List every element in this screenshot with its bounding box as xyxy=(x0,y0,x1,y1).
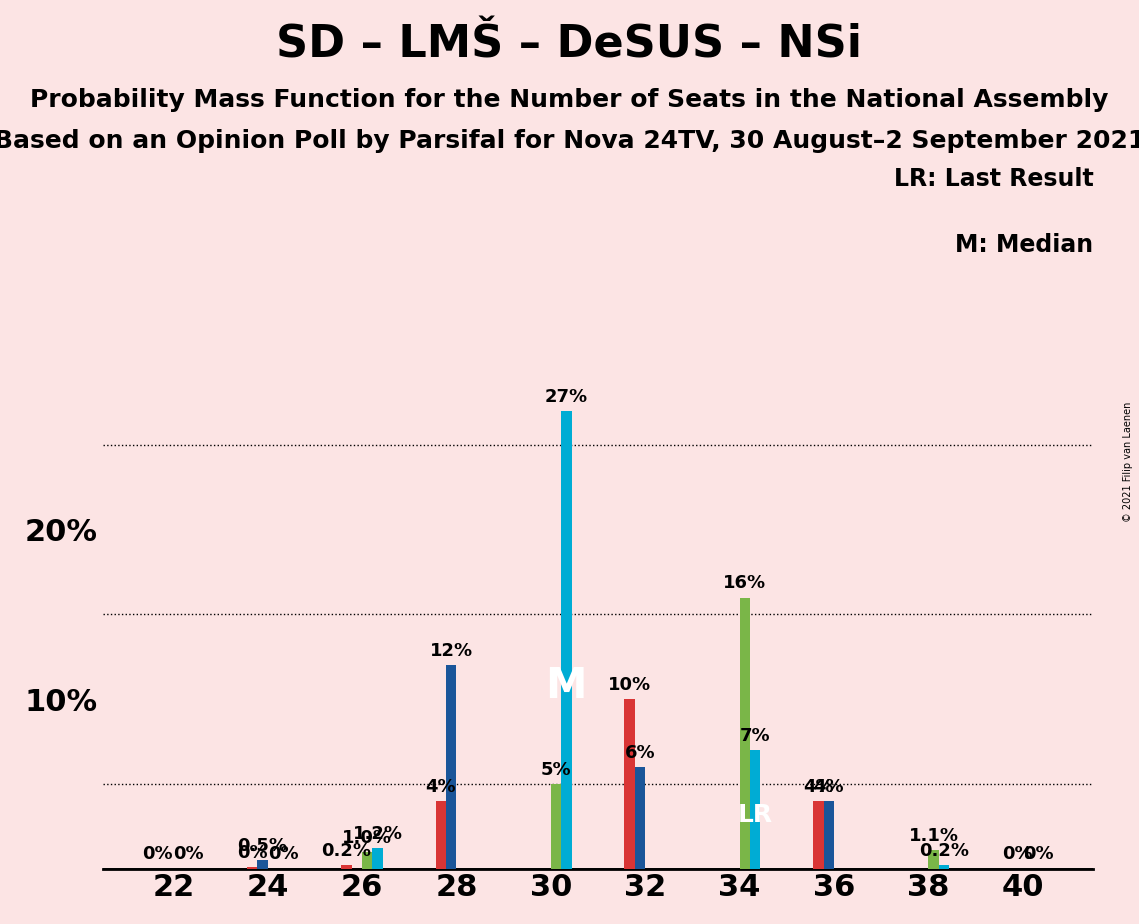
Text: © 2021 Filip van Laenen: © 2021 Filip van Laenen xyxy=(1123,402,1133,522)
Bar xyxy=(372,848,383,869)
Text: 0%: 0% xyxy=(173,845,204,863)
Text: 0%: 0% xyxy=(237,844,268,862)
Bar xyxy=(749,750,761,869)
Bar xyxy=(247,867,257,869)
Text: LR: Last Result: LR: Last Result xyxy=(894,167,1093,191)
Bar xyxy=(257,860,268,869)
Bar xyxy=(342,865,352,869)
Text: SD – LMŠ – DeSUS – NSi: SD – LMŠ – DeSUS – NSi xyxy=(277,23,862,67)
Text: Probability Mass Function for the Number of Seats in the National Assembly: Probability Mass Function for the Number… xyxy=(31,88,1108,112)
Bar xyxy=(551,784,562,869)
Bar xyxy=(739,598,749,869)
Text: 0.2%: 0.2% xyxy=(321,842,371,860)
Text: 0%: 0% xyxy=(142,845,173,863)
Text: 1.2%: 1.2% xyxy=(353,825,402,843)
Text: 0%: 0% xyxy=(1023,845,1054,863)
Text: 1.0%: 1.0% xyxy=(342,829,392,846)
Bar xyxy=(435,801,446,869)
Text: 12%: 12% xyxy=(429,642,473,660)
Bar xyxy=(624,699,634,869)
Text: 4%: 4% xyxy=(426,778,456,796)
Text: 5%: 5% xyxy=(541,760,572,779)
Text: LR: LR xyxy=(738,803,772,827)
Text: 16%: 16% xyxy=(723,575,767,592)
Text: 10%: 10% xyxy=(608,676,652,694)
Text: M: Median: M: Median xyxy=(956,233,1093,257)
Bar xyxy=(562,411,572,869)
Bar xyxy=(362,852,372,869)
Text: 0.5%: 0.5% xyxy=(237,837,287,855)
Bar xyxy=(813,801,823,869)
Text: M: M xyxy=(546,664,587,707)
Text: 7%: 7% xyxy=(740,727,770,745)
Text: Based on an Opinion Poll by Parsifal for Nova 24TV, 30 August–2 September 2021: Based on an Opinion Poll by Parsifal for… xyxy=(0,129,1139,153)
Bar xyxy=(446,665,457,869)
Text: 0%: 0% xyxy=(1002,845,1033,863)
Text: 1.1%: 1.1% xyxy=(909,827,959,845)
Bar xyxy=(823,801,834,869)
Text: 4%: 4% xyxy=(803,778,834,796)
Text: 0%: 0% xyxy=(268,845,298,863)
Bar xyxy=(634,767,645,869)
Text: 6%: 6% xyxy=(624,744,655,761)
Bar xyxy=(928,850,939,869)
Bar xyxy=(939,865,949,869)
Text: 4%: 4% xyxy=(813,778,844,796)
Text: 0.2%: 0.2% xyxy=(919,842,969,860)
Text: 27%: 27% xyxy=(544,388,588,406)
